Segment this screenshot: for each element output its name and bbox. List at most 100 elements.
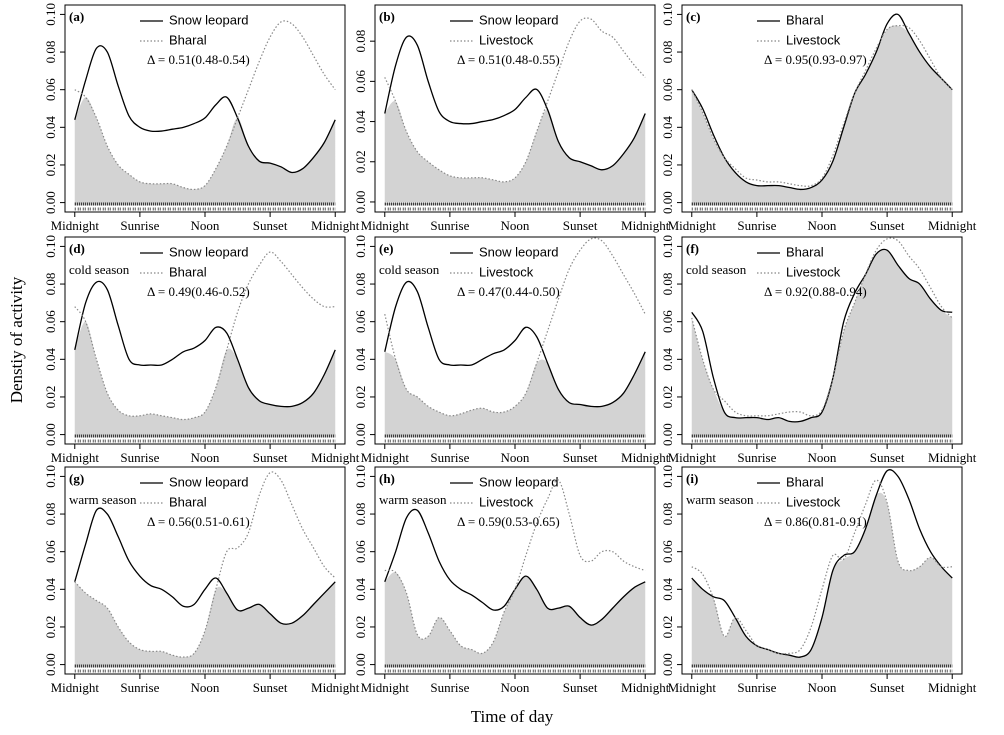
overlap-shading	[384, 572, 646, 665]
y-tick-label: 0.04	[43, 347, 58, 370]
x-tick-label: Noon	[501, 680, 530, 695]
x-tick-label: Midnight	[621, 218, 670, 233]
season-label: warm season	[686, 492, 754, 507]
x-tick-label: Sunrise	[737, 450, 776, 465]
season-label: cold season	[69, 262, 130, 277]
y-tick-label: 0.06	[43, 78, 58, 101]
y-tick-label: 0.10	[660, 235, 675, 258]
y-tick-label: 0.04	[353, 577, 368, 600]
y-tick-label: 0.04	[660, 577, 675, 600]
x-tick-label: Noon	[191, 680, 220, 695]
legend-label: Bharal	[786, 244, 824, 259]
legend-label: Livestock	[479, 494, 534, 509]
x-tick-label: Midnight	[311, 450, 360, 465]
y-tick-label: 0.02	[43, 386, 58, 409]
overlap-annotation: Δ = 0.95(0.93-0.97)	[764, 52, 867, 67]
x-tick-label: Midnight	[361, 218, 410, 233]
legend-label: Snow leopard	[479, 474, 559, 489]
y-tick-label: 0.02	[353, 616, 368, 639]
y-tick-label: 0.10	[43, 235, 58, 258]
x-tick-label: Midnight	[361, 680, 410, 695]
y-tick-label: 0.04	[660, 115, 675, 138]
y-tick-label: 0.08	[353, 30, 368, 53]
panel-label: (g)	[69, 471, 84, 486]
y-tick-label: 0.04	[43, 577, 58, 600]
y-tick-label: 0.10	[353, 465, 368, 488]
y-tick-label: 0.06	[660, 540, 675, 563]
legend-label: Bharal	[169, 494, 207, 509]
y-tick-label: 0.00	[660, 653, 675, 676]
y-tick-label: 0.02	[43, 616, 58, 639]
density-line	[691, 248, 953, 423]
x-tick-label: Sunrise	[737, 218, 776, 233]
season-label: cold season	[686, 262, 747, 277]
legend-label: Snow leopard	[169, 474, 249, 489]
density-line	[384, 35, 646, 171]
x-tick-label: Midnight	[928, 218, 977, 233]
y-tick-label: 0.02	[660, 154, 675, 177]
legend-label: Livestock	[479, 32, 534, 47]
y-tick-label: 0.06	[660, 78, 675, 101]
x-tick-label: Sunset	[563, 680, 598, 695]
x-tick-label: Noon	[808, 680, 837, 695]
season-label: warm season	[69, 492, 137, 507]
x-tick-label: Sunset	[870, 680, 905, 695]
y-tick-label: 0.00	[43, 423, 58, 446]
panel-label: (c)	[686, 9, 700, 24]
overlap-annotation: Δ = 0.51(0.48-0.54)	[147, 52, 250, 67]
panel-label: (e)	[379, 241, 393, 256]
legend-label: Livestock	[786, 494, 841, 509]
y-tick-label: 0.08	[660, 273, 675, 296]
y-tick-label: 0.08	[353, 273, 368, 296]
x-tick-label: Midnight	[928, 450, 977, 465]
panel-label: (a)	[69, 9, 84, 24]
overlap-annotation: Δ = 0.59(0.53-0.65)	[457, 514, 560, 529]
x-tick-label: Sunrise	[737, 680, 776, 695]
season-label: warm season	[379, 492, 447, 507]
x-tick-label: Noon	[808, 450, 837, 465]
x-tick-label: Midnight	[928, 680, 977, 695]
y-axis-label: Denstiy of activity	[7, 276, 26, 403]
density-line	[74, 45, 336, 174]
x-tick-label: Sunrise	[430, 218, 469, 233]
y-tick-label: 0.08	[660, 503, 675, 526]
overlap-annotation: Δ = 0.92(0.88-0.94)	[764, 284, 867, 299]
legend-label: Snow leopard	[169, 12, 249, 27]
x-tick-label: Sunset	[870, 450, 905, 465]
x-tick-label: Sunset	[563, 450, 598, 465]
x-tick-label: Noon	[191, 218, 220, 233]
overlap-annotation: Δ = 0.86(0.81-0.91)	[764, 514, 867, 529]
legend-label: Snow leopard	[479, 12, 559, 27]
y-tick-label: 0.00	[353, 191, 368, 214]
density-line	[74, 507, 336, 625]
legend-label: Bharal	[786, 12, 824, 27]
x-tick-label: Sunset	[563, 218, 598, 233]
y-tick-label: 0.06	[660, 310, 675, 333]
y-tick-label: 0.00	[353, 423, 368, 446]
y-tick-label: 0.04	[353, 347, 368, 370]
x-tick-label: Sunset	[253, 450, 288, 465]
x-tick-label: Sunrise	[120, 450, 159, 465]
x-tick-label: Midnight	[51, 680, 100, 695]
y-tick-label: 0.10	[43, 3, 58, 26]
y-tick-label: 0.00	[353, 653, 368, 676]
x-tick-label: Midnight	[361, 450, 410, 465]
legend-label: Bharal	[169, 264, 207, 279]
legend-label: Bharal	[169, 32, 207, 47]
legend-label: Livestock	[479, 264, 534, 279]
x-axis-label: Time of day	[471, 707, 554, 726]
overlap-annotation: Δ = 0.47(0.44-0.50)	[457, 284, 560, 299]
panel-label: (d)	[69, 241, 85, 256]
density-line	[691, 479, 953, 655]
density-line	[691, 13, 953, 191]
y-tick-label: 0.06	[43, 540, 58, 563]
density-line	[74, 280, 336, 408]
legend-label: Snow leopard	[169, 244, 249, 259]
panel-label: (i)	[686, 471, 698, 486]
y-tick-label: 0.08	[353, 503, 368, 526]
y-tick-label: 0.02	[43, 154, 58, 177]
y-tick-label: 0.08	[43, 41, 58, 64]
y-tick-label: 0.02	[660, 616, 675, 639]
